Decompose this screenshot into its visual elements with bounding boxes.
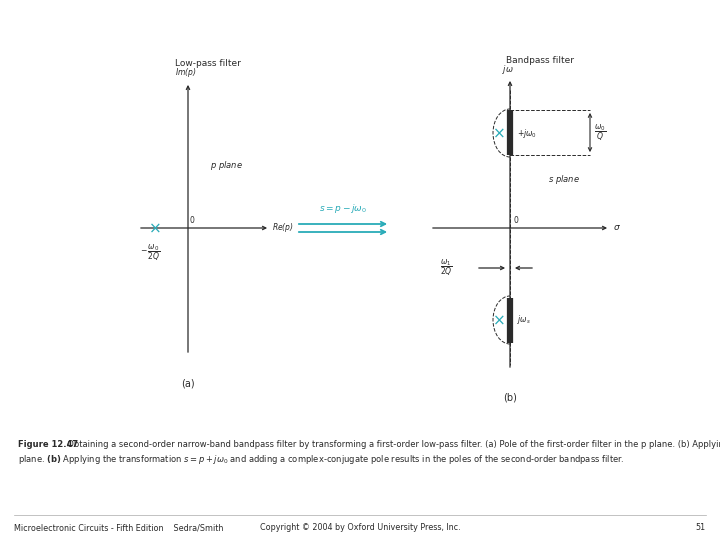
Text: $+j\omega_0$: $+j\omega_0$	[517, 126, 537, 139]
Text: $\dfrac{\omega_1}{2Q}$: $\dfrac{\omega_1}{2Q}$	[440, 258, 453, 279]
Text: $\sigma$: $\sigma$	[613, 224, 621, 233]
Text: (a): (a)	[181, 378, 195, 388]
Text: Low-pass filter: Low-pass filter	[175, 59, 241, 68]
Text: Copyright © 2004 by Oxford University Press, Inc.: Copyright © 2004 by Oxford University Pr…	[260, 523, 460, 532]
Text: plane. $\mathbf{(b)}$ Applying the transformation $s = p + j\omega_0$ and adding: plane. $\mathbf{(b)}$ Applying the trans…	[18, 453, 625, 466]
Text: $j\omega_s$: $j\omega_s$	[517, 314, 531, 327]
Text: 0: 0	[190, 216, 195, 225]
Text: $-\,\dfrac{\omega_0}{2Q}$: $-\,\dfrac{\omega_0}{2Q}$	[140, 242, 161, 263]
Text: $s = p - j\omega_0$: $s = p - j\omega_0$	[319, 202, 367, 215]
Text: $s$ plane: $s$ plane	[548, 173, 580, 186]
Text: Obtaining a second-order narrow-band bandpass filter by transforming a first-ord: Obtaining a second-order narrow-band ban…	[62, 440, 720, 449]
Text: $\times$: $\times$	[148, 220, 161, 235]
Text: Im($p$): Im($p$)	[175, 66, 197, 79]
Text: $\dfrac{\omega_0}{Q}$: $\dfrac{\omega_0}{Q}$	[594, 122, 606, 143]
Text: Figure 12.47: Figure 12.47	[18, 440, 78, 449]
Text: Microelectronic Circuits - Fifth Edition    Sedra/Smith: Microelectronic Circuits - Fifth Edition…	[14, 523, 223, 532]
Text: Bandpass filter: Bandpass filter	[506, 56, 574, 65]
Text: $j\omega$: $j\omega$	[502, 63, 514, 76]
Text: Re($p$): Re($p$)	[272, 221, 294, 234]
Text: $p$ plane: $p$ plane	[210, 159, 243, 172]
Text: $\times$: $\times$	[492, 313, 504, 327]
Text: $\times$: $\times$	[492, 125, 504, 140]
Text: 0: 0	[513, 216, 518, 225]
Text: 51: 51	[696, 523, 706, 532]
Text: (b): (b)	[503, 393, 517, 403]
